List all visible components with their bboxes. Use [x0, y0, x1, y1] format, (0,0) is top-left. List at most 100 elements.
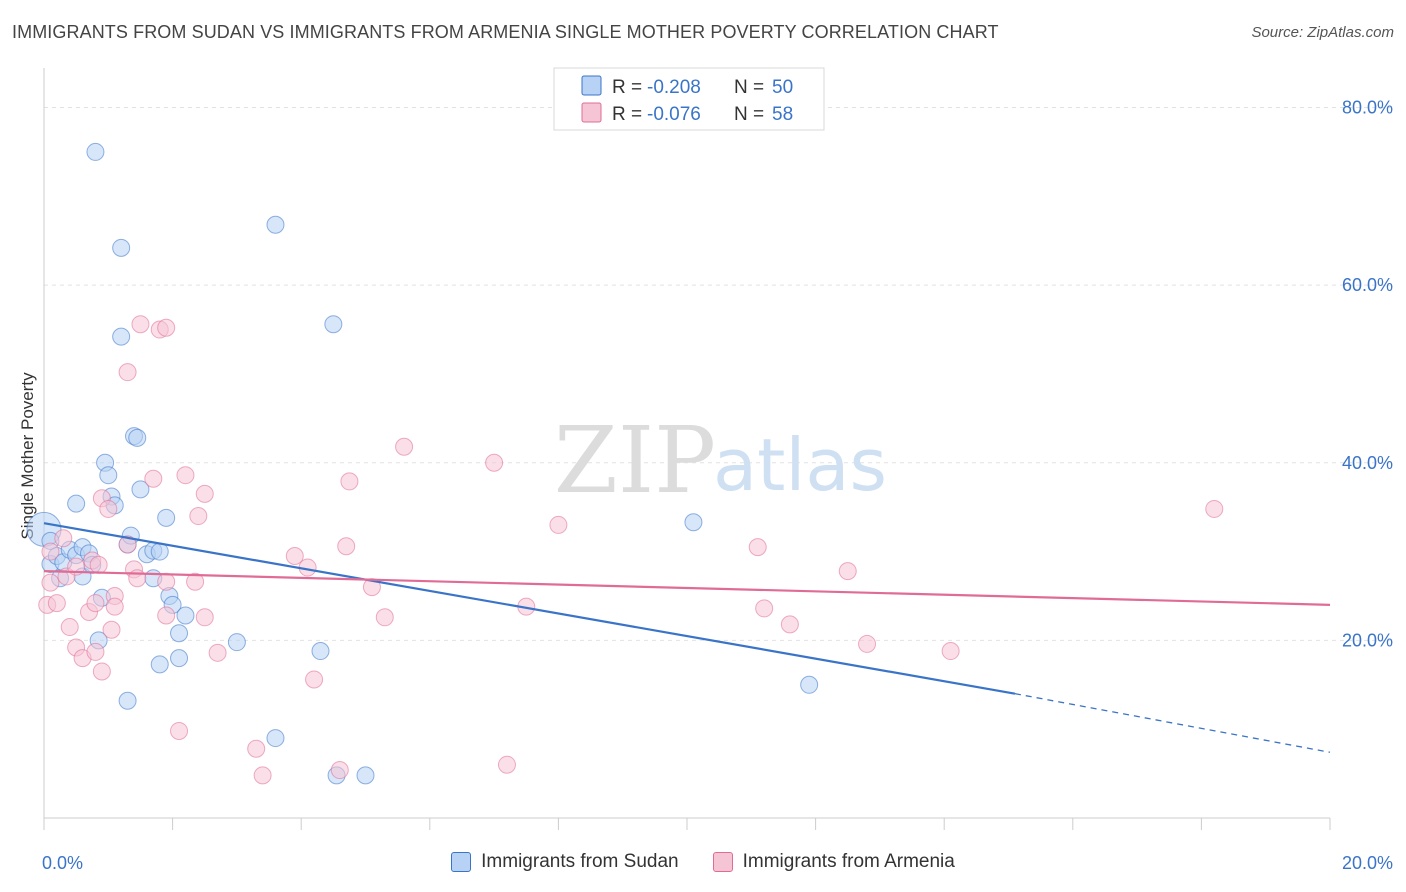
- tick-labels: 20.0% 40.0% 60.0% 80.0% 0.0% 20.0%: [42, 98, 1393, 873]
- point-s1-50: [497, 755, 516, 774]
- point-s0-45: [356, 766, 375, 785]
- point-s1-45: [340, 472, 359, 491]
- point-s1-26: [144, 469, 163, 488]
- legend-r-label-sudan: R =: [612, 77, 642, 98]
- point-s0-37: [170, 624, 189, 643]
- trend-line-s0: [43, 522, 1016, 695]
- point-s0-27: [131, 480, 150, 499]
- legend-n-value-sudan: 50: [772, 77, 793, 98]
- point-s1-48: [395, 437, 414, 456]
- data-points: [26, 142, 1224, 785]
- series-legend-item-sudan: Immigrants from Sudan: [451, 851, 679, 873]
- point-s1-22: [118, 535, 137, 554]
- point-s1-36: [195, 484, 214, 503]
- point-s1-38: [247, 739, 266, 758]
- point-s1-47: [375, 608, 394, 627]
- legend-r-value-sudan: -0.208: [647, 77, 701, 98]
- legend-r-value-armenia: -0.076: [647, 104, 701, 125]
- watermark-zip: ZIP: [554, 407, 716, 514]
- axes: [43, 68, 1331, 830]
- x-tick-label-1: 20.0%: [1342, 853, 1393, 873]
- point-s0-13: [86, 142, 105, 161]
- point-s1-40: [285, 547, 304, 566]
- watermark-atlas: atlas: [713, 423, 887, 507]
- y-tick-label-2: 60.0%: [1342, 275, 1393, 295]
- point-s1-53: [748, 538, 767, 557]
- point-s1-2: [41, 542, 60, 561]
- legend-n-label-sudan: N =: [734, 77, 764, 98]
- series-legend: Immigrants from Sudan Immigrants from Ar…: [0, 851, 1406, 873]
- trend-lines: [43, 522, 1331, 753]
- point-s1-58: [941, 642, 960, 661]
- y-tick-label-3: 80.0%: [1342, 98, 1393, 118]
- point-s1-20: [105, 597, 124, 616]
- series-legend-item-armenia: Immigrants from Armenia: [712, 851, 955, 873]
- point-s0-41: [266, 729, 285, 748]
- point-s1-34: [189, 507, 208, 526]
- series-swatch-armenia: [712, 852, 733, 872]
- legend-r-label-armenia: R =: [612, 104, 642, 125]
- point-s1-28: [157, 606, 176, 625]
- x-tick-label-0: 0.0%: [42, 853, 83, 873]
- point-s1-1: [41, 573, 60, 592]
- point-s0-31: [150, 655, 169, 674]
- point-s1-32: [176, 466, 195, 485]
- point-s0-33: [157, 508, 176, 527]
- point-s1-31: [170, 721, 189, 740]
- point-s1-56: [838, 562, 857, 581]
- point-s1-21: [118, 363, 137, 382]
- legend-swatch-sudan: [581, 75, 602, 96]
- point-s1-59: [1205, 499, 1224, 518]
- point-s1-37: [208, 643, 227, 662]
- point-s1-33: [186, 572, 205, 591]
- y-tick-label-0: 20.0%: [1342, 630, 1393, 650]
- point-s1-43: [330, 761, 349, 780]
- legend-n-label-armenia: N =: [734, 104, 764, 125]
- point-s1-25: [131, 315, 150, 334]
- point-s1-29: [157, 318, 176, 337]
- point-s1-55: [780, 615, 799, 634]
- point-s0-26: [128, 428, 147, 447]
- point-s1-17: [99, 499, 118, 518]
- chart-title: IMMIGRANTS FROM SUDAN VS IMMIGRANTS FROM…: [12, 22, 999, 42]
- point-s1-6: [60, 618, 79, 637]
- point-s0-20: [112, 327, 131, 346]
- point-s0-17: [99, 466, 118, 485]
- point-s1-24: [128, 569, 147, 588]
- point-s0-38: [176, 606, 195, 625]
- grid-lines: [44, 107, 1392, 641]
- series-name-sudan: Immigrants from Sudan: [481, 851, 679, 872]
- legend: R = -0.208 N = 50 R = -0.076 N = 58: [553, 67, 825, 131]
- point-s0-8: [67, 494, 86, 513]
- point-s0-23: [118, 691, 137, 710]
- point-s1-4: [54, 529, 73, 548]
- point-s1-14: [89, 555, 108, 574]
- point-s1-15: [92, 662, 111, 681]
- series-name-armenia: Immigrants from Armenia: [742, 851, 955, 872]
- point-s0-46: [684, 513, 703, 532]
- point-s1-18: [102, 620, 121, 639]
- point-s1-39: [253, 766, 272, 785]
- point-s0-21: [112, 238, 131, 257]
- point-s1-13: [86, 642, 105, 661]
- point-s1-35: [195, 608, 214, 627]
- point-s1-42: [305, 670, 324, 689]
- point-s1-3: [47, 594, 66, 613]
- point-s0-39: [227, 633, 246, 652]
- point-s1-49: [485, 453, 504, 472]
- point-s1-52: [549, 515, 568, 534]
- point-s1-46: [362, 578, 381, 597]
- point-s1-54: [755, 599, 774, 618]
- trend-line-s1: [43, 570, 1331, 606]
- point-s0-47: [800, 675, 819, 694]
- series-swatch-sudan: [451, 852, 472, 872]
- source-label: Source: ZipAtlas.com: [1251, 24, 1394, 41]
- point-s0-36: [170, 649, 189, 668]
- point-s0-42: [311, 642, 330, 661]
- point-s1-12: [86, 594, 105, 613]
- point-s0-43: [324, 315, 343, 334]
- y-tick-label-1: 40.0%: [1342, 453, 1393, 473]
- point-s1-44: [337, 537, 356, 556]
- trend-line-ext-s0: [1014, 693, 1331, 753]
